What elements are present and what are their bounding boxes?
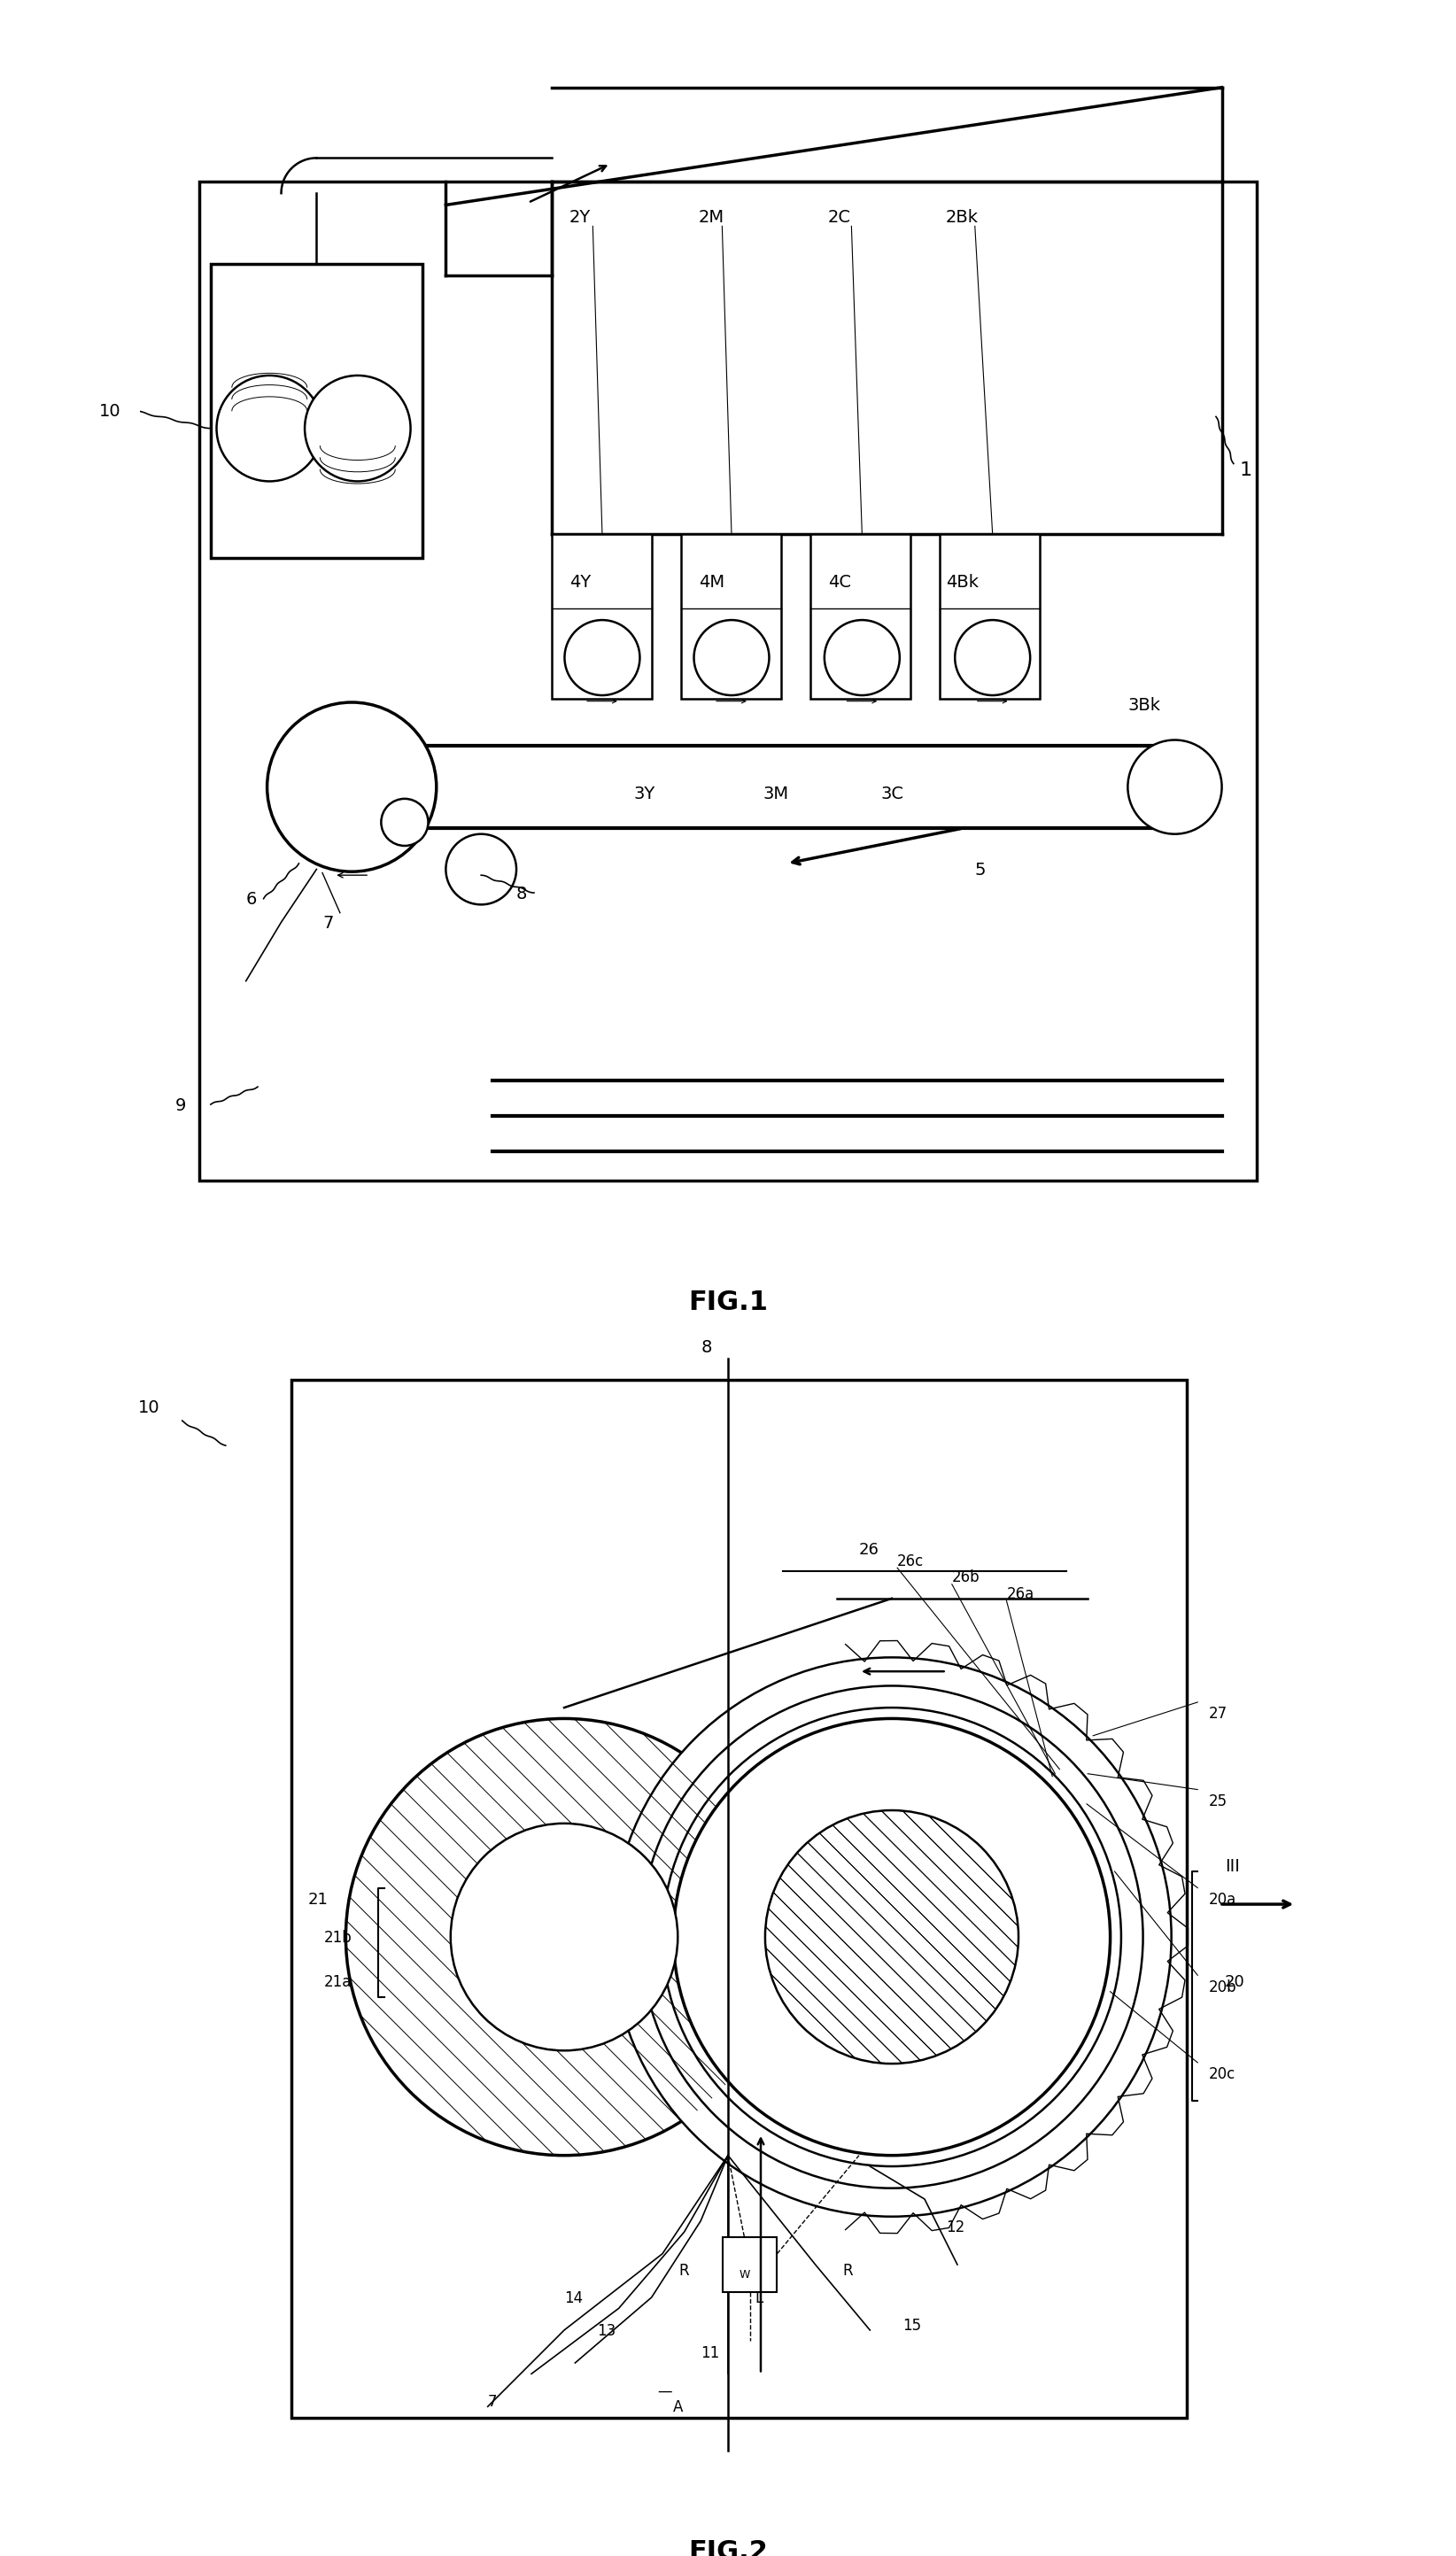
Text: 25: 25 [1208, 1794, 1227, 1810]
Text: 13: 13 [597, 2323, 616, 2339]
Text: 21a: 21a [323, 1973, 352, 1989]
Text: 3C: 3C [881, 785, 904, 803]
Text: 27: 27 [1208, 1707, 1227, 1723]
Text: 8: 8 [517, 884, 527, 902]
Text: FIG.2: FIG.2 [689, 2538, 767, 2556]
Circle shape [955, 621, 1031, 695]
Text: 2Bk: 2Bk [945, 210, 978, 225]
Text: III: III [1224, 1858, 1241, 1876]
Text: 3Bk: 3Bk [1128, 698, 1160, 713]
Text: A: A [673, 2400, 683, 2415]
Bar [722, 2236, 778, 2293]
Text: —: — [657, 2382, 671, 2400]
Text: 4C: 4C [828, 575, 850, 590]
Circle shape [446, 833, 517, 905]
Text: 7: 7 [488, 2395, 496, 2410]
Text: 26a: 26a [1006, 1587, 1034, 1603]
Text: 20: 20 [1224, 1973, 1245, 1989]
Bar [681, 534, 780, 698]
Text: 10: 10 [99, 404, 121, 419]
Text: 6: 6 [246, 892, 256, 907]
Circle shape [662, 1707, 1121, 2167]
Text: 9: 9 [175, 1097, 186, 1114]
Circle shape [345, 1718, 783, 2155]
Text: 5: 5 [976, 861, 986, 879]
Text: 7: 7 [322, 915, 333, 930]
Circle shape [217, 376, 322, 481]
Text: 21: 21 [307, 1891, 328, 1907]
Bar [291, 1380, 1187, 2418]
Circle shape [673, 1718, 1111, 2155]
Bar [552, 534, 652, 698]
Text: 26c: 26c [897, 1554, 925, 1569]
Text: W: W [740, 2270, 750, 2280]
Text: 3Y: 3Y [633, 785, 655, 803]
Text: 4Y: 4Y [569, 575, 591, 590]
Circle shape [695, 621, 769, 695]
Text: 20b: 20b [1208, 1978, 1236, 1996]
Circle shape [641, 1687, 1143, 2188]
Circle shape [450, 1822, 677, 2050]
Text: FIG.1: FIG.1 [689, 1291, 767, 1316]
Text: 2M: 2M [699, 210, 725, 225]
Circle shape [304, 376, 411, 481]
Text: 4M: 4M [699, 575, 725, 590]
Text: 15: 15 [903, 2318, 922, 2334]
Bar [939, 534, 1040, 698]
Circle shape [824, 621, 900, 695]
Text: 26: 26 [859, 1541, 879, 1559]
Text: R: R [843, 2262, 853, 2280]
Text: L: L [756, 2290, 763, 2306]
Text: 8: 8 [700, 1339, 712, 1357]
Text: 10: 10 [138, 1401, 160, 1416]
Text: R: R [678, 2262, 689, 2280]
Text: 12: 12 [946, 2219, 965, 2236]
Circle shape [565, 621, 639, 695]
Circle shape [266, 703, 437, 872]
Text: 20c: 20c [1208, 2068, 1235, 2083]
Text: 2Y: 2Y [569, 210, 591, 225]
Circle shape [612, 1656, 1172, 2216]
Text: 20a: 20a [1208, 1891, 1236, 1907]
Text: 4Bk: 4Bk [945, 575, 978, 590]
Circle shape [766, 1810, 1019, 2063]
Circle shape [1128, 741, 1222, 833]
Text: 14: 14 [563, 2290, 582, 2306]
Text: 26b: 26b [952, 1569, 980, 1585]
Text: 11: 11 [700, 2344, 719, 2362]
Text: 1: 1 [1239, 460, 1252, 478]
Bar [811, 534, 910, 698]
Text: 3M: 3M [763, 785, 789, 803]
Bar [211, 263, 422, 557]
Circle shape [381, 797, 428, 846]
Text: 2C: 2C [828, 210, 850, 225]
Text: 21b: 21b [323, 1930, 352, 1945]
Bar [199, 181, 1257, 1181]
